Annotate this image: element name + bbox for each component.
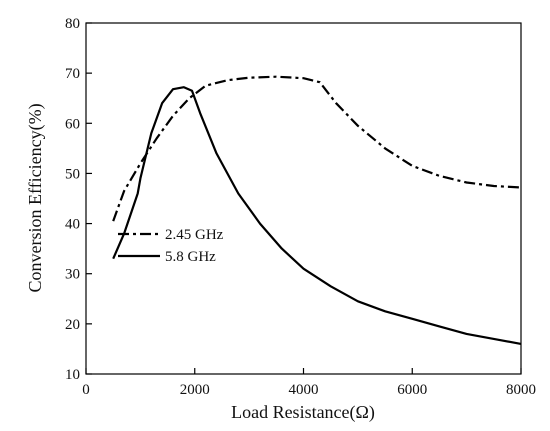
- series-line-1: [112, 75, 522, 222]
- y-tick-label: 50: [65, 166, 80, 182]
- y-tick-label: 20: [65, 317, 80, 333]
- x-tick-label: 0: [82, 382, 90, 398]
- x-tick-label: 6000: [397, 382, 427, 398]
- y-tick-label: 60: [65, 116, 80, 132]
- x-axis-label: Load Resistance(Ω): [231, 402, 375, 423]
- y-tick-label: 10: [65, 367, 80, 383]
- legend-label-2: 5.8 GHz: [165, 249, 216, 265]
- y-tick-label: 80: [65, 16, 80, 32]
- y-tick-label: 40: [65, 217, 80, 233]
- series-lines: [112, 75, 522, 345]
- plot-frame: [85, 22, 522, 375]
- x-tick-label: 8000: [506, 382, 536, 398]
- axis-ticks: 0 2000 4000 6000 8000 10 20 30 40 50 60 70 80: [65, 16, 536, 398]
- y-tick-label: 30: [65, 267, 80, 283]
- series-line-2: [112, 86, 522, 345]
- x-tick-label: 4000: [289, 382, 319, 398]
- legend-label-1: 2.45 GHz: [165, 227, 224, 243]
- x-tick-label: 2000: [180, 382, 210, 398]
- y-axis-label: Conversion Efficiency(%): [25, 103, 46, 292]
- legend: 2.45 GHz 5.8 GHz: [118, 227, 224, 265]
- y-tick-label: 70: [65, 66, 80, 82]
